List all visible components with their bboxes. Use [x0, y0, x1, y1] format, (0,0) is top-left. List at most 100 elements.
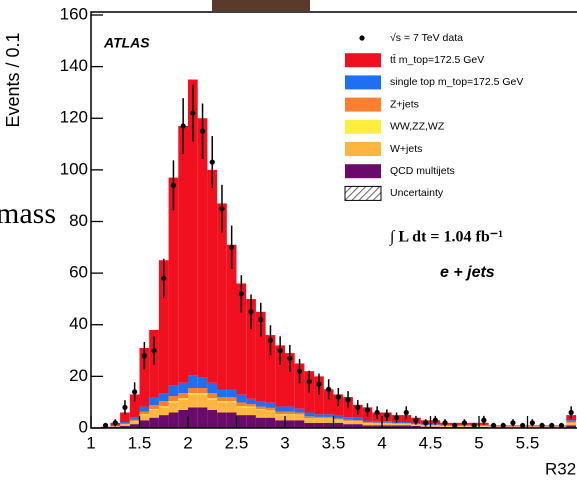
histogram-bar: [314, 418, 324, 423]
histogram-bar: [255, 417, 266, 428]
legend-label: W+jets: [390, 143, 422, 155]
histogram-bar: [168, 412, 179, 428]
histogram-bar: [158, 401, 169, 407]
histogram-bar: [120, 423, 130, 425]
data-point: [306, 378, 312, 385]
histogram-bar: [139, 415, 150, 421]
histogram-bar: [188, 79, 198, 376]
histogram-bar: [139, 411, 150, 415]
histogram-bar: [129, 421, 140, 425]
histogram-bar: [323, 422, 334, 428]
histogram-bar: [149, 397, 159, 406]
y-tick-label: 120: [60, 108, 88, 127]
data-point: [510, 420, 516, 426]
histogram-bar: [527, 426, 538, 428]
histogram-bar: [139, 406, 150, 412]
histogram-bar: [188, 393, 198, 395]
histogram-bar: [285, 414, 295, 416]
histogram-bar: [323, 418, 334, 419]
x-tick-label: 1: [86, 433, 95, 452]
histogram-bar: [459, 426, 470, 427]
histogram-bar: [236, 415, 247, 428]
data-point: [529, 420, 535, 426]
plot-area: [100, 79, 576, 429]
histogram-bar: [411, 425, 421, 428]
legend-label: single top m_top=172.5 GeV: [390, 76, 523, 88]
histogram-bar: [236, 402, 247, 407]
y-tick-label: 140: [60, 56, 88, 75]
data-point: [374, 409, 380, 416]
y-tick-label: 100: [60, 159, 88, 178]
histogram-bar: [314, 414, 324, 417]
x-tick-label: 3.5: [322, 433, 346, 452]
data-point: [442, 420, 448, 426]
histogram-bar: [149, 409, 159, 418]
histogram-bar: [207, 398, 218, 400]
histogram-bar: [188, 407, 198, 428]
histogram-bar: [294, 412, 305, 415]
legend-swatch: [345, 142, 381, 156]
data-point: [364, 407, 371, 413]
histogram-bar: [372, 422, 382, 424]
histogram-bar: [343, 421, 353, 422]
data-point: [558, 422, 565, 429]
histogram-bar: [236, 283, 247, 395]
histogram-bar: [294, 415, 305, 421]
histogram-bar: [226, 402, 237, 413]
data-point: [277, 347, 283, 354]
histogram-bar: [217, 203, 227, 390]
histogram-bar: [294, 420, 305, 428]
data-point: [229, 244, 235, 250]
data-point: [287, 355, 293, 361]
histogram-bar: [343, 417, 353, 420]
histogram-bar: [265, 411, 276, 418]
data-point: [461, 420, 468, 426]
histogram-bar: [226, 401, 237, 403]
histogram-bar: [129, 419, 140, 422]
histogram-bar: [168, 401, 179, 403]
data-point: [345, 397, 351, 403]
histogram-bar: [178, 399, 188, 410]
histogram-bar: [401, 424, 412, 426]
data-point: [209, 159, 215, 165]
channel-label: e + jets: [440, 264, 495, 281]
histogram-bar: [217, 412, 227, 428]
data-point: [190, 110, 196, 116]
x-axis-label: R32: [545, 459, 576, 478]
histogram-bar: [168, 402, 179, 413]
data-point: [423, 420, 429, 426]
data-point: [403, 409, 409, 416]
data-point: [481, 417, 487, 423]
histogram-bar: [343, 424, 353, 428]
histogram-bar: [275, 415, 285, 421]
histogram-bar: [217, 402, 227, 413]
histogram-bar: [304, 418, 315, 423]
side-text: mass: [0, 197, 56, 230]
histogram-bar: [188, 387, 198, 394]
histogram-bar: [372, 423, 382, 426]
x-tick-label: 4.5: [419, 433, 443, 452]
histogram-bar: [294, 363, 305, 409]
histogram-bar: [362, 423, 373, 426]
legend-label: WW,ZZ,WZ: [390, 121, 445, 133]
histogram-bar: [304, 418, 315, 419]
data-point: [258, 316, 264, 323]
legend-swatch: [345, 53, 381, 68]
histogram-bar: [207, 409, 218, 428]
histogram-bar: [352, 424, 363, 428]
histogram-bar: [566, 420, 576, 422]
histogram-bar: [333, 419, 344, 421]
histogram-bar: [314, 416, 324, 419]
histogram-bar: [352, 420, 363, 422]
histogram-bar: [236, 406, 247, 408]
data-point: [267, 337, 274, 343]
histogram-bar: [158, 260, 169, 394]
histogram-bar: [566, 422, 576, 424]
histogram-bar: [323, 416, 334, 419]
histogram-bar: [352, 421, 363, 425]
data-point: [520, 422, 526, 429]
histogram-bar: [265, 335, 276, 403]
data-point: [132, 389, 138, 395]
histogram-bar: [285, 420, 295, 428]
x-tick-label: 5: [474, 433, 483, 452]
